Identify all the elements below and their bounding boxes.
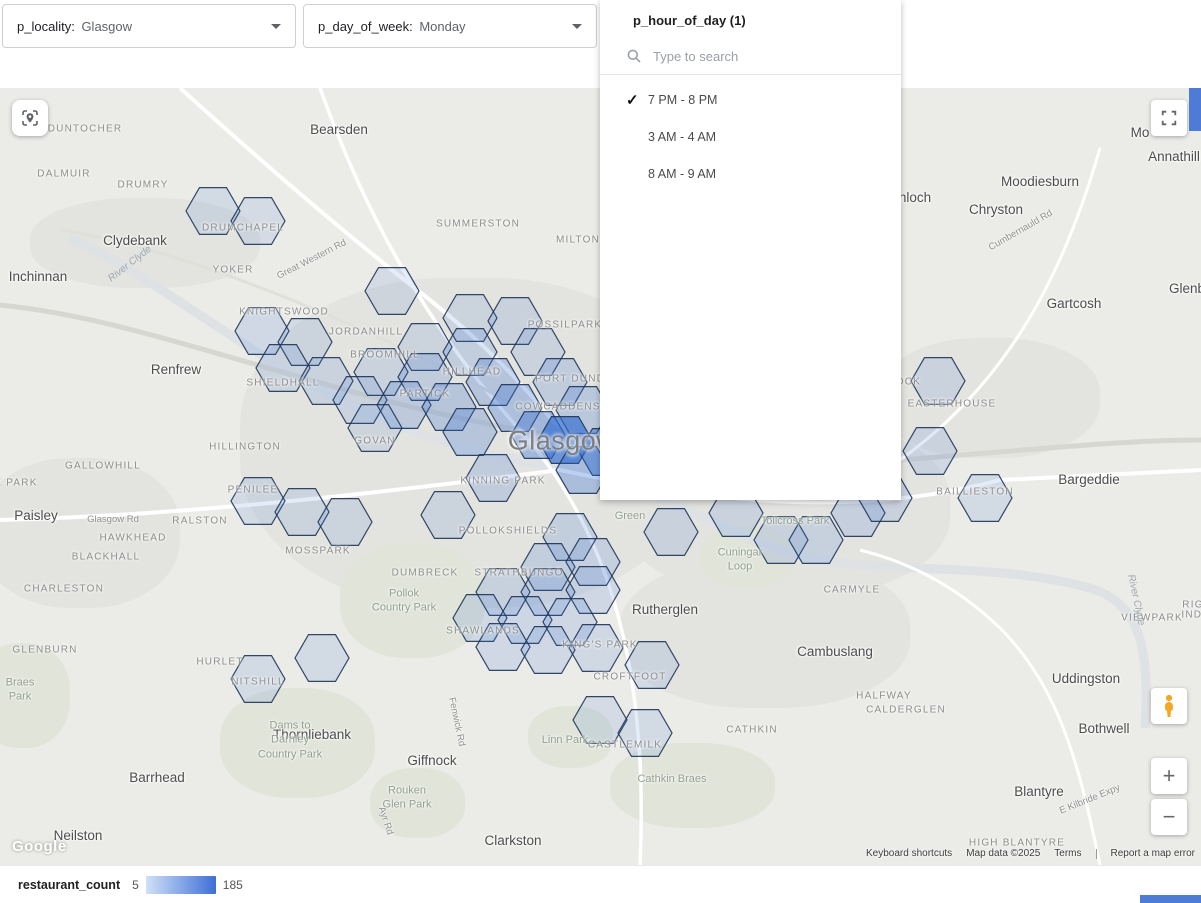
hexbin-cell[interactable] [643, 508, 699, 556]
hexbin-cell[interactable] [274, 488, 330, 536]
filter-day-name: p_day_of_week [318, 18, 410, 34]
hexbin-cell[interactable] [230, 655, 286, 703]
filter-day-of-week[interactable]: p_day_of_week: Monday [303, 4, 597, 48]
legend-bar: restaurant_count 5 185 [0, 865, 1201, 903]
hexbin-cell[interactable] [277, 318, 333, 366]
map-attribution: Keyboard shortcuts Map data ©2025 Terms … [866, 848, 1195, 859]
hexbin-cell[interactable] [910, 357, 966, 405]
hexbin-cell[interactable] [255, 344, 311, 392]
search-icon [627, 49, 641, 63]
hexbin-cell[interactable] [442, 408, 498, 456]
hexbin-cell[interactable] [555, 446, 611, 494]
dropdown-search-row [600, 38, 901, 75]
hexbin-cell[interactable] [572, 696, 628, 744]
keyboard-shortcuts-link[interactable]: Keyboard shortcuts [866, 848, 953, 859]
check-icon: ✓ [626, 91, 639, 109]
hexbin-cell[interactable] [788, 516, 844, 564]
hexbin-cell[interactable] [465, 454, 521, 502]
hexbin-cell[interactable] [542, 513, 598, 561]
hexbin-cell[interactable] [568, 624, 624, 672]
hexbin-cell[interactable] [487, 384, 543, 432]
dropdown-title: p_hour_of_day (1) [633, 13, 746, 28]
google-logo[interactable]: Google [12, 838, 67, 855]
zoom-in-button[interactable]: + [1151, 758, 1187, 794]
terms-link[interactable]: Terms [1054, 848, 1082, 859]
hexbin-cell[interactable] [475, 568, 531, 616]
hexbin-cell[interactable] [520, 568, 576, 616]
hexbin-cell[interactable] [347, 404, 403, 452]
hexbin-cell[interactable] [753, 516, 809, 564]
hexbin-cell[interactable] [353, 348, 409, 396]
hour-of-day-dropdown-panel: p_hour_of_day (1) ✓ 7 PM - 8 PM 3 AM - 4 A… [600, 0, 901, 500]
hexbin-cell[interactable] [532, 358, 588, 406]
hexbin-cell[interactable] [298, 357, 354, 405]
hexbin-cell[interactable] [487, 297, 543, 345]
map-data-copyright: Map data ©2025 [966, 848, 1041, 859]
hexbin-cell[interactable] [902, 427, 958, 475]
pick-location-button[interactable] [12, 100, 48, 136]
fullscreen-button[interactable] [1151, 100, 1187, 136]
filter-locality[interactable]: p_locality: Glasgow [2, 4, 296, 48]
hexbin-cell[interactable] [452, 594, 508, 642]
hexbin-cell[interactable] [230, 197, 286, 245]
filter-colon: : [409, 18, 417, 34]
hexbin-cell[interactable] [442, 328, 498, 376]
hexbin-cell[interactable] [185, 187, 241, 235]
legend-field-label: restaurant_count [18, 877, 121, 892]
hexbin-cell[interactable] [565, 566, 621, 614]
horizontal-scrollbar-thumb[interactable] [1140, 895, 1201, 903]
hexbin-cell[interactable] [364, 267, 420, 315]
hexbin-cell[interactable] [421, 383, 477, 431]
hexbin-cell[interactable] [230, 477, 286, 525]
attribution-divider [1095, 848, 1097, 859]
hexbin-cell[interactable] [617, 709, 673, 757]
hexbin-cell[interactable] [510, 328, 566, 376]
hexbin-cell[interactable] [565, 538, 621, 586]
hexbin-cell[interactable] [475, 623, 531, 671]
hexbin-cell[interactable] [542, 598, 598, 646]
filter-locality-name: p_locality [17, 18, 72, 34]
dropdown-option[interactable]: 8 AM - 9 AM [600, 155, 901, 192]
search-input[interactable] [651, 47, 865, 65]
legend-gradient [145, 875, 216, 894]
dropdown-option[interactable]: ✓ 7 PM - 8 PM [600, 81, 901, 118]
hexbin-cell[interactable] [420, 491, 476, 539]
hexbin-cell[interactable] [397, 323, 453, 371]
legend-max-value: 185 [222, 877, 243, 892]
zoom-out-button[interactable]: − [1151, 799, 1187, 835]
filter-day-value: Monday [419, 18, 466, 34]
hexbin-layer[interactable] [0, 88, 1201, 865]
dropdown-options: ✓ 7 PM - 8 PM 3 AM - 4 AM 8 AM - 9 AM [600, 75, 901, 192]
chevron-down-icon [271, 23, 281, 29]
chevron-down-icon [572, 23, 582, 29]
legend-min-value: 5 [132, 877, 139, 892]
hexbin-cell[interactable] [317, 498, 373, 546]
pegman-button[interactable] [1151, 688, 1187, 724]
hexbin-cell[interactable] [332, 376, 388, 424]
hexbin-cell[interactable] [397, 353, 453, 401]
hexbin-cell[interactable] [234, 307, 290, 355]
hexbin-cell[interactable] [624, 641, 680, 689]
hexbin-cell[interactable] [294, 634, 350, 682]
hexbin-cell[interactable] [957, 474, 1013, 522]
hexbin-cell[interactable] [520, 543, 576, 591]
vertical-scrollbar-thumb[interactable] [1189, 88, 1201, 131]
report-map-error-link[interactable]: Report a map error [1110, 848, 1195, 859]
dropdown-option[interactable]: 3 AM - 4 AM [600, 118, 901, 155]
hexbin-cell[interactable] [497, 596, 553, 644]
location-pin-icon [22, 110, 38, 126]
minus-icon: − [1162, 804, 1176, 829]
plus-icon: + [1162, 763, 1176, 788]
filter-colon: : [71, 18, 79, 34]
hexbin-cell[interactable] [465, 358, 521, 406]
fullscreen-icon [1161, 110, 1177, 126]
hexbin-cell[interactable] [520, 626, 576, 674]
dropdown-option-label: 3 AM - 4 AM [648, 129, 717, 144]
filter-locality-value: Glasgow [81, 18, 133, 34]
pegman-icon [1165, 694, 1173, 717]
dropdown-option-label: 8 AM - 9 AM [648, 166, 717, 181]
dropdown-option-label: 7 PM - 8 PM [648, 92, 718, 107]
